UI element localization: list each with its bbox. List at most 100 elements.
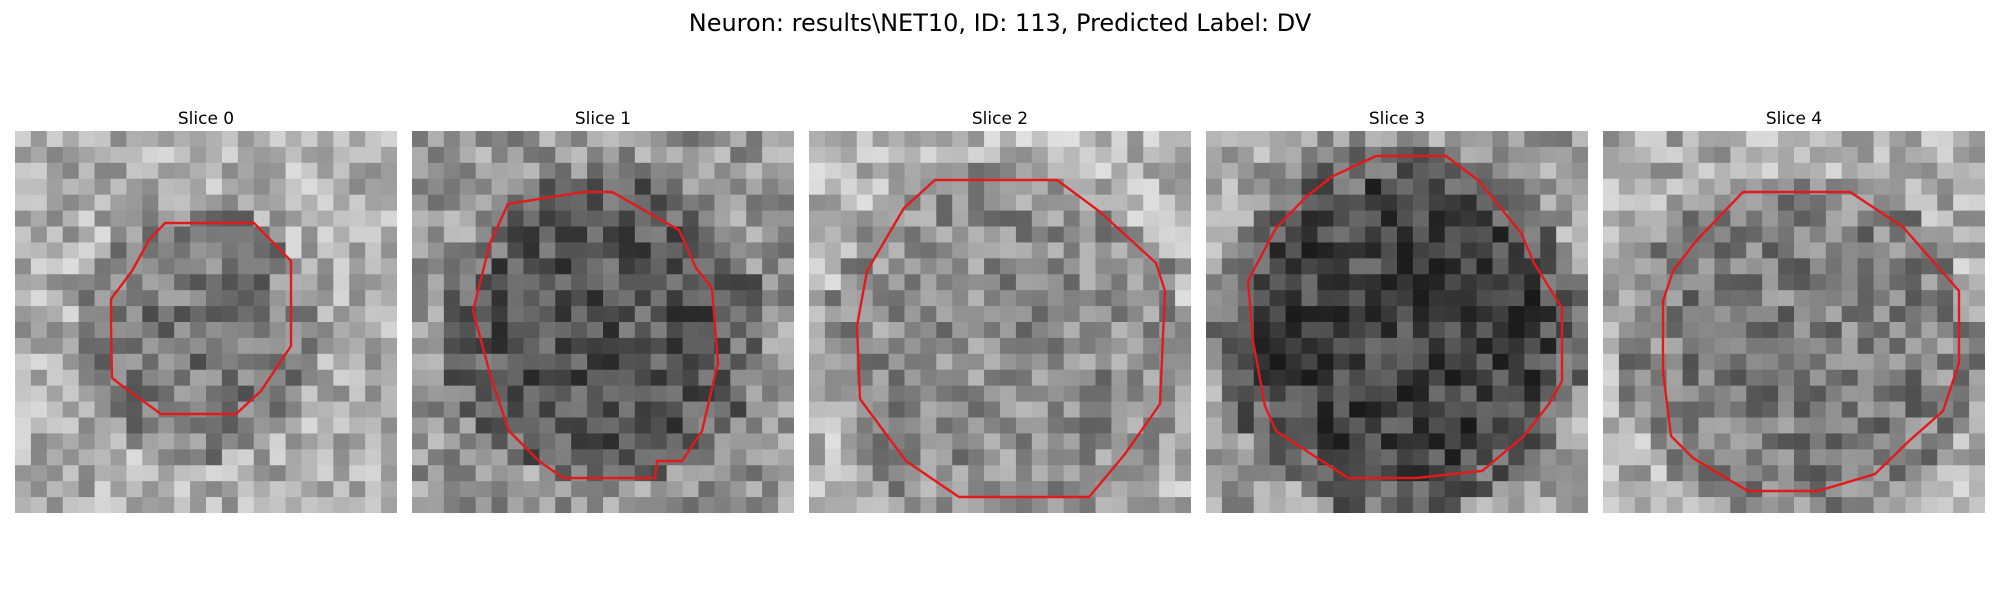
pixel xyxy=(333,178,350,196)
pixel xyxy=(1063,162,1081,180)
pixel xyxy=(1317,481,1334,498)
pixel xyxy=(1778,353,1795,371)
pixel xyxy=(1285,401,1303,419)
pixel xyxy=(603,146,620,164)
pixel xyxy=(634,497,652,513)
pixel xyxy=(381,242,397,259)
pixel xyxy=(1063,210,1081,228)
pixel xyxy=(888,497,906,513)
pixel xyxy=(1634,258,1652,275)
pixel xyxy=(158,465,175,482)
pixel xyxy=(381,417,397,435)
pixel xyxy=(1159,385,1176,403)
pixel xyxy=(1206,369,1223,387)
pixel xyxy=(1015,433,1033,450)
pixel xyxy=(1572,226,1588,244)
pixel xyxy=(443,385,461,403)
pixel xyxy=(1206,353,1223,371)
pixel xyxy=(523,433,540,450)
pixel xyxy=(682,481,700,498)
pixel xyxy=(253,481,271,498)
pixel xyxy=(1460,337,1478,355)
pixel xyxy=(920,433,937,450)
pixel xyxy=(1524,433,1541,450)
pixel xyxy=(46,353,64,371)
pixel xyxy=(1841,290,1859,307)
pixel xyxy=(46,417,64,435)
pixel xyxy=(317,194,334,212)
pixel xyxy=(555,481,572,498)
pixel xyxy=(1111,131,1128,148)
pixel xyxy=(666,369,684,387)
pixel xyxy=(46,131,64,148)
pixel xyxy=(1540,337,1557,355)
pixel xyxy=(1905,497,1922,513)
pixel xyxy=(730,433,747,450)
pixel xyxy=(778,194,794,212)
pixel xyxy=(1237,131,1255,148)
pixel xyxy=(1762,146,1779,164)
pixel xyxy=(142,353,159,371)
pixel xyxy=(698,322,716,339)
pixel xyxy=(443,258,461,275)
pixel xyxy=(1666,290,1684,307)
pixel xyxy=(968,497,985,513)
pixel xyxy=(840,194,858,212)
pixel xyxy=(1000,226,1017,244)
pixel xyxy=(1969,449,1985,466)
pixel xyxy=(634,274,652,291)
pixel xyxy=(1905,290,1922,307)
pixel xyxy=(650,481,668,498)
pixel xyxy=(1778,497,1795,513)
pixel xyxy=(1175,194,1191,212)
pixel xyxy=(840,146,858,164)
pixel xyxy=(126,178,143,196)
pixel xyxy=(1253,497,1271,513)
pixel xyxy=(904,322,922,339)
pixel xyxy=(443,481,461,498)
pixel xyxy=(1666,162,1684,180)
pixel xyxy=(1000,353,1017,371)
pixel xyxy=(1953,162,1970,180)
pixel xyxy=(1269,497,1287,513)
pixel xyxy=(78,274,96,291)
pixel xyxy=(158,417,175,435)
pixel xyxy=(349,337,366,355)
pixel xyxy=(984,369,1001,387)
pixel xyxy=(365,449,382,466)
pixel xyxy=(1365,385,1382,403)
pixel xyxy=(888,178,906,196)
pixel xyxy=(666,290,684,307)
pixel xyxy=(1063,178,1081,196)
pixel xyxy=(412,433,429,450)
pixel xyxy=(443,306,461,323)
pixel xyxy=(507,481,525,498)
pixel xyxy=(1730,226,1747,244)
pixel xyxy=(94,162,112,180)
pixel xyxy=(1397,465,1414,482)
pixel xyxy=(809,481,826,498)
pixel xyxy=(1746,417,1763,435)
pixel xyxy=(1634,210,1652,228)
pixel xyxy=(746,194,763,212)
pixel xyxy=(666,210,684,228)
pixel xyxy=(523,194,540,212)
pixel xyxy=(1714,385,1731,403)
pixel xyxy=(809,369,826,387)
pixel xyxy=(1921,497,1938,513)
pixel xyxy=(1889,194,1907,212)
pixel xyxy=(110,385,128,403)
pixel xyxy=(539,385,556,403)
pixel xyxy=(984,178,1001,196)
pixel xyxy=(984,449,1001,466)
pixel xyxy=(1953,274,1970,291)
pixel xyxy=(856,194,874,212)
pixel xyxy=(1921,385,1938,403)
pixel xyxy=(507,353,525,371)
pixel xyxy=(1492,131,1510,148)
pixel xyxy=(126,417,143,435)
pixel xyxy=(1301,385,1319,403)
pixel xyxy=(237,353,255,371)
pixel xyxy=(110,306,128,323)
pixel xyxy=(333,322,350,339)
